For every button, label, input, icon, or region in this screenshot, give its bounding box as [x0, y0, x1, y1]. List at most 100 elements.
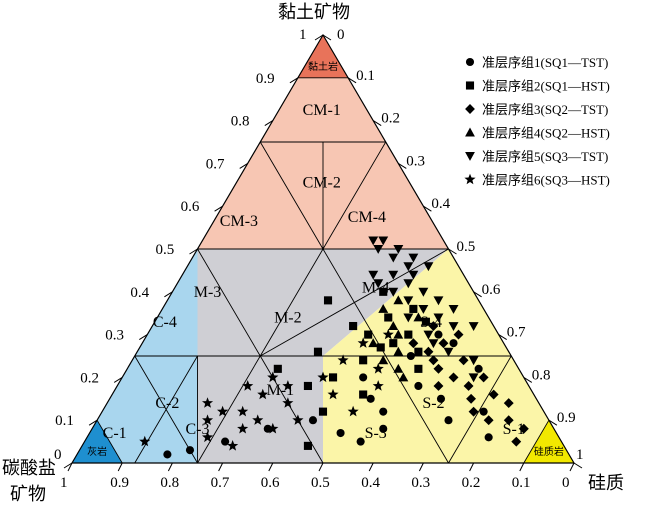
point-star	[202, 414, 214, 425]
point-circle	[163, 450, 172, 459]
point-star	[337, 354, 349, 365]
region-label: C-1	[103, 425, 127, 442]
right-tick-label: 0.5	[457, 239, 476, 255]
point-circle	[185, 446, 195, 455]
bottom-tick-label: 0.7	[211, 475, 230, 491]
legend-label: 准层序组2(SQ1—HST)	[482, 79, 610, 94]
boundary-line	[259, 248, 324, 357]
point-square	[359, 356, 368, 365]
point-diamond	[503, 398, 514, 408]
apex-label-bottom-left: 0	[54, 447, 62, 463]
point-triangle-up	[368, 338, 379, 348]
point-star	[227, 440, 239, 451]
point-square	[379, 287, 388, 296]
point-circle	[379, 407, 388, 416]
point-diamond	[478, 372, 489, 383]
point-square	[389, 339, 398, 348]
point-star	[202, 397, 214, 408]
point-triangle-down	[418, 305, 429, 314]
legend: 准层序组1(SQ1—TST) 准层序组2(SQ1—HST) 准层序组3(SQ2—TS…	[464, 55, 610, 188]
point-square	[421, 317, 430, 326]
point-square	[313, 347, 323, 356]
left-tick	[139, 334, 148, 341]
right-tick	[473, 291, 482, 298]
point-star	[237, 422, 249, 434]
left-tick	[264, 120, 274, 127]
region-label: M-3	[194, 284, 222, 301]
point-circle	[406, 351, 415, 361]
point-triangle-down	[388, 287, 399, 297]
point-star	[267, 371, 279, 383]
point-triangle-down	[388, 253, 399, 263]
point-diamond	[448, 372, 459, 383]
point-circle	[336, 428, 345, 438]
bottom-tick-label: 0.2	[462, 475, 481, 491]
region-label: CM-4	[348, 209, 386, 226]
point-circle	[221, 437, 230, 446]
point-triangle-down	[393, 245, 404, 254]
point-circle	[434, 330, 443, 339]
point-triangle-up	[393, 295, 404, 305]
left-tick	[314, 34, 324, 41]
region-label: 灰岩	[87, 445, 107, 458]
boundary-line	[322, 141, 387, 250]
right-tick	[347, 77, 357, 84]
point-triangle-down	[443, 347, 454, 357]
bottom-tick	[318, 462, 324, 472]
point-diamond	[423, 346, 434, 357]
point-square	[318, 407, 328, 416]
point-square	[414, 347, 423, 356]
left-tick-label: 0.7	[206, 156, 225, 172]
point-triangle-down	[403, 313, 414, 323]
point-square	[465, 81, 475, 90]
point-triangle-down	[403, 296, 414, 306]
right-tick	[423, 205, 432, 212]
point-triangle-down	[418, 287, 429, 297]
point-triangle-down	[433, 313, 444, 323]
point-diamond	[465, 104, 475, 114]
point-triangle-down	[423, 262, 434, 272]
point-square	[364, 330, 373, 339]
point-square	[303, 441, 312, 450]
region-chert	[523, 420, 574, 463]
point-diamond	[468, 406, 479, 417]
apex-label-bottom-right: 1	[576, 447, 584, 463]
region-label: 硅质岩	[534, 445, 564, 458]
legend-label: 准层序组1(SQ1—TST)	[482, 55, 608, 70]
point-triangle-down	[373, 245, 384, 254]
region-label: C-4	[153, 314, 177, 331]
point-diamond	[428, 321, 439, 331]
point-circle	[444, 416, 453, 425]
left-tick-label: 0.4	[130, 285, 149, 301]
left-tick-label: 0.9	[256, 71, 275, 87]
bottom-tick-label: 0	[562, 475, 570, 491]
point-diamond	[483, 415, 494, 426]
axis-ticks: 0.1 0.2 0.3 0.4 0.5 0.6 0.7 0.8 0.9 0.1 0.2 0.3 0.4 0…	[54, 27, 584, 491]
boundary-line	[448, 355, 512, 464]
point-triangle-up	[393, 346, 404, 356]
left-tick	[113, 376, 123, 383]
region-label: C-2	[155, 395, 179, 412]
point-star	[292, 414, 304, 425]
bottom-tick-label: 0.3	[411, 475, 430, 491]
point-triangle-down	[433, 296, 444, 306]
right-tick	[322, 34, 332, 41]
point-diamond	[463, 381, 474, 391]
right-tick-label: 0.9	[557, 410, 576, 426]
bottom-tick	[268, 462, 274, 472]
legend-label: 准层序组4(SQ2—HST)	[482, 126, 610, 141]
boundary-line	[197, 248, 261, 357]
point-star	[237, 405, 249, 417]
right-tick-label: 0.8	[532, 367, 551, 383]
region-claystone	[297, 35, 349, 78]
point-square	[303, 381, 312, 391]
point-triangle-down	[428, 339, 439, 349]
right-axis-title: 硅质	[588, 473, 624, 494]
point-star	[327, 388, 339, 400]
point-star	[282, 380, 294, 391]
bottom-tick	[218, 462, 224, 472]
left-tick-label: 0.5	[156, 242, 175, 258]
point-diamond	[503, 415, 514, 426]
region-boundaries	[96, 77, 550, 464]
